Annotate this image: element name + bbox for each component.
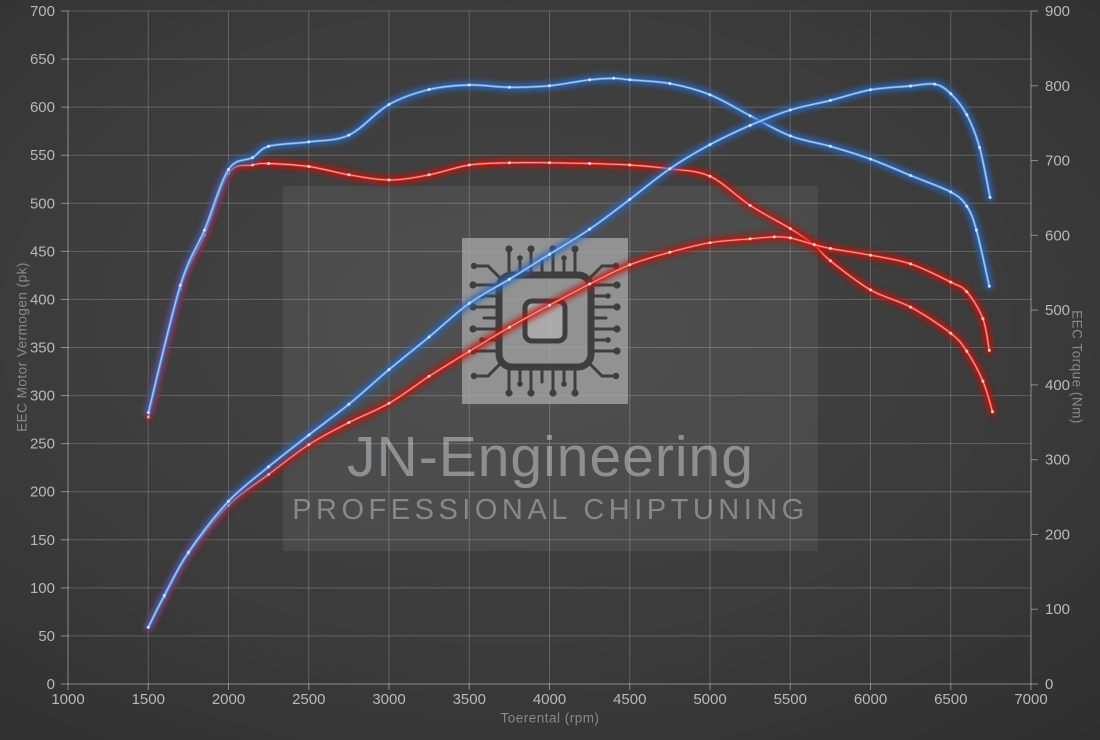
series-power-run-blue [144,79,995,632]
y-left-tick-label: 650 [30,51,55,68]
x-tick-label: 3000 [372,691,405,708]
x-tick-label: 1000 [51,691,84,708]
x-tick-label: 2500 [292,691,325,708]
y-right-tick-label: 700 [1045,153,1070,170]
x-tick-label: 4500 [613,691,646,708]
chip-icon [462,238,628,404]
y-right-tick-label: 500 [1045,302,1070,319]
y-left-tick-label: 300 [30,388,55,405]
y-left-tick-label: 500 [30,195,55,212]
x-tick-label: 5000 [693,691,726,708]
y-left-tick-label: 150 [30,532,55,549]
y-left-axis-title: EEC Motor Vermogen (pk) [14,262,30,432]
y-right-axis-title: EEC Torque (Nm) [1069,310,1085,424]
y-right-tick-label: 600 [1045,227,1070,244]
y-left-tick-label: 700 [30,3,55,20]
y-left-tick-label: 400 [30,291,55,308]
y-right-tick-label: 200 [1045,526,1070,543]
series-markers [146,82,992,629]
axis-lines [67,11,1032,685]
y-left-tick-label: 450 [30,243,55,260]
y-left-tick-label: 550 [30,147,55,164]
y-right-tick-labels: 0 100 200 300 400 500 600 700 800 900 [1045,3,1070,693]
series-markers [146,76,991,415]
x-tick-labels: 1000 1500 2000 2500 3000 3500 4000 4500 5000 5500… [51,691,1047,708]
y-right-tick-label: 300 [1045,452,1070,469]
x-tick-label: 4000 [533,691,566,708]
series-torque-run-red [144,158,997,421]
x-tick-label: 7000 [1014,691,1047,708]
y-left-tick-label: 100 [30,580,55,597]
x-tick-label: 3500 [453,691,486,708]
gridlines [68,10,1031,684]
watermark-panel: JN-Engineering PROFESSIONAL CHIPTUNING [283,186,818,551]
x-tick-label: 6000 [854,691,887,708]
tick-marks [61,10,1038,690]
x-axis-title: Toerental (rpm) [500,710,600,726]
y-left-tick-label: 250 [30,436,55,453]
x-tick-label: 5500 [774,691,807,708]
y-right-tick-label: 100 [1045,601,1070,618]
y-left-tick-label: 200 [30,484,55,501]
x-tick-label: 1500 [132,691,165,708]
y-left-tick-label: 600 [30,99,55,116]
y-left-tick-label: 0 [47,676,55,693]
series-power-run-red [144,232,994,632]
series-torque-run-blue [144,74,994,417]
watermark-subtitle-text: PROFESSIONAL CHIPTUNING [292,494,809,526]
y-left-tick-labels: 0 50 100 150 200 250 300 350 400 450 500 550 600 650 7… [30,3,55,693]
watermark-brand-text: JN-Engineering [347,425,754,489]
y-right-tick-label: 900 [1045,3,1070,20]
y-right-tick-label: 400 [1045,377,1070,394]
y-left-tick-label: 350 [30,340,55,357]
y-right-tick-label: 0 [1045,676,1053,693]
x-tick-label: 2000 [212,691,245,708]
y-left-tick-label: 50 [38,628,55,645]
x-tick-label: 6500 [934,691,967,708]
y-right-tick-label: 800 [1045,78,1070,95]
